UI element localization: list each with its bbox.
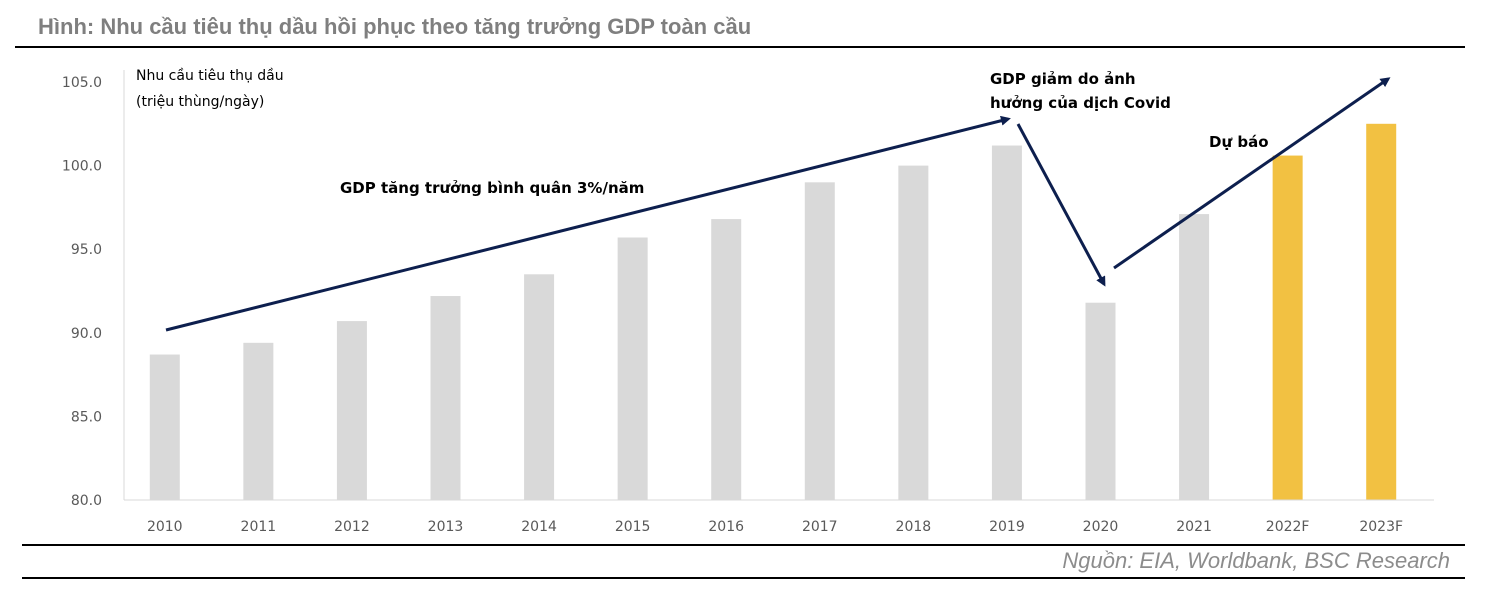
x-tick-label: 2020: [1083, 519, 1119, 535]
bar-2018: [898, 165, 929, 500]
source-note: Nguồn: EIA, Worldbank, BSC Research: [1062, 548, 1450, 573]
arrow-forecast-recovery: [1113, 77, 1391, 270]
x-tick-label: 2010: [147, 519, 183, 535]
x-tick-label: 2021: [1176, 519, 1212, 535]
bar-2016: [711, 219, 742, 500]
bar-2011: [243, 342, 274, 500]
x-tick-label: 2016: [708, 519, 744, 535]
footer-rule-bottom: [22, 577, 1465, 579]
y-tick-label: 85.0: [71, 409, 102, 425]
footer-rule-top: [22, 544, 1465, 546]
y-tick-label: 80.0: [71, 493, 102, 509]
y-tick-label: 95.0: [71, 242, 102, 258]
x-tick-label: 2014: [521, 519, 557, 535]
arrow-covid-decline: [1016, 123, 1106, 287]
bar-2012: [336, 321, 367, 500]
bar-2014: [524, 274, 555, 500]
bar-2021: [1179, 214, 1210, 500]
x-tick-label: 2012: [334, 519, 370, 535]
bar-2023F: [1366, 123, 1397, 501]
x-tick-label: 2011: [241, 519, 277, 535]
annotation-covid-line2: hưởng của dịch Covid: [990, 94, 1171, 112]
x-tick-label: 2017: [802, 519, 838, 535]
x-tick-label: 2023F: [1359, 519, 1403, 535]
bar-2013: [430, 296, 461, 500]
x-tick-label: 2018: [896, 519, 932, 535]
bar-2022F: [1272, 155, 1303, 500]
bar-2015: [617, 237, 648, 500]
y-tick-label: 100.0: [62, 159, 102, 175]
y-axis-label-line1: Nhu cầu tiêu thụ dầu: [136, 68, 284, 84]
arrow-gdp-growth: [165, 115, 1011, 332]
title-divider: [15, 46, 1465, 48]
annotation-covid-line1: GDP giảm do ảnh: [990, 70, 1136, 88]
x-tick-label: 2015: [615, 519, 651, 535]
bar-2020: [1085, 302, 1116, 500]
annotation-gdp-growth: GDP tăng trưởng bình quân 3%/năm: [340, 179, 644, 197]
bar-2017: [804, 182, 835, 500]
x-tick-label: 2019: [989, 519, 1025, 535]
x-tick-label: 2022F: [1266, 519, 1310, 535]
y-axis-label-line2: (triệu thùng/ngày): [136, 94, 264, 110]
bar-2019: [991, 145, 1022, 500]
y-tick-label: 105.0: [62, 75, 102, 91]
y-tick-label: 90.0: [71, 326, 102, 342]
chart-title: Hình: Nhu cầu tiêu thụ dầu hồi phục theo…: [38, 14, 752, 39]
annotation-forecast: Dự báo: [1209, 133, 1269, 151]
bar-2010: [149, 354, 180, 500]
x-tick-label: 2013: [428, 519, 464, 535]
